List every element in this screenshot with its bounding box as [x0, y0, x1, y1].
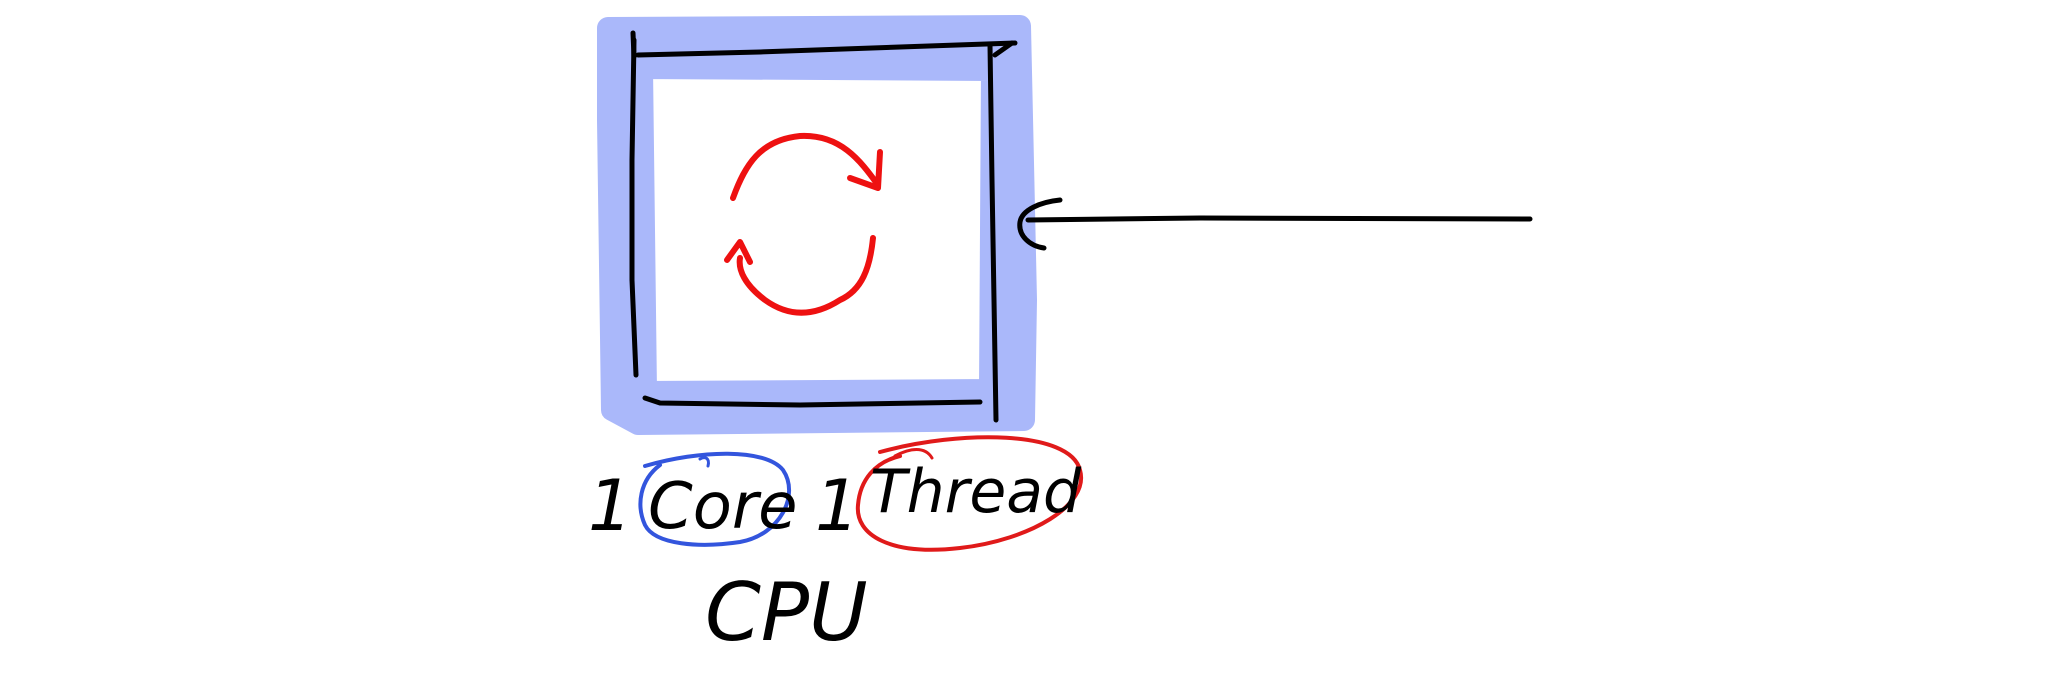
cpu-box-top-edge [635, 40, 1018, 58]
cpu-label: CPU [705, 566, 868, 659]
cpu-box-highlight [597, 15, 1037, 435]
thread-circle-tail [893, 448, 934, 460]
loop-arrowhead-top [847, 149, 883, 191]
arrow-head [1017, 197, 1063, 251]
thread-circle [855, 435, 1084, 552]
core-circle [638, 451, 791, 547]
cpu-box [597, 15, 1037, 435]
thread-count: 1 [815, 465, 860, 547]
cpu-box-bottom-edge [642, 395, 983, 408]
core-word: Core [648, 470, 798, 544]
cycle-arrows-icon [724, 132, 883, 316]
loop-arrow-bottom [736, 235, 876, 316]
core-circle-tail [698, 456, 710, 468]
loop-arrowhead-bottom [724, 239, 753, 265]
core-label-group: 1 Core [588, 451, 798, 547]
arrow-left-icon [1017, 197, 1533, 251]
thread-word: Thread [870, 457, 1082, 527]
cpu-box-top-right-corner [992, 40, 1015, 58]
arrow-shaft [1025, 215, 1533, 223]
cpu-box-right-edge [987, 42, 999, 423]
loop-arrow-top [730, 132, 881, 201]
thread-label-group: 1 Thread [815, 435, 1084, 552]
cpu-box-left-edge [629, 37, 639, 378]
core-count: 1 [588, 465, 633, 547]
